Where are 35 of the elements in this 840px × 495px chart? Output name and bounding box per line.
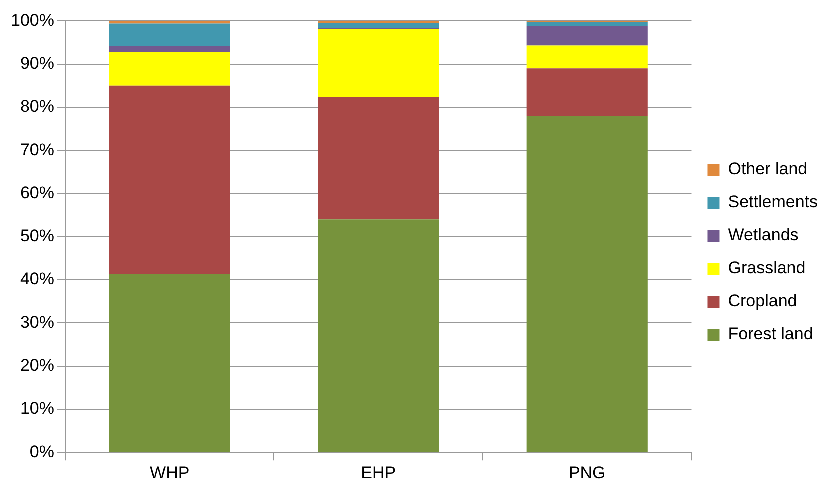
legend-label: Cropland [728,292,798,311]
bar [318,220,440,452]
y-tick-label: 100% [10,10,54,30]
y-tick-label: 40% [20,270,54,289]
bar [109,274,230,452]
bar [526,46,648,69]
bar [526,26,648,46]
bar [526,116,648,452]
x-tick-label: PNG [568,463,606,482]
bar [109,24,230,46]
bar [318,29,440,98]
legend-label: Settlements [728,192,818,212]
bar [109,52,230,86]
bar [109,86,230,274]
y-tick-label: 50% [20,226,54,246]
x-tick-label: EHP [361,463,396,482]
y-tick-label: 70% [20,140,54,160]
y-tick-label: 0% [30,442,54,462]
bar [318,23,440,28]
y-tick-label: 20% [20,356,54,376]
bar [109,21,230,24]
y-tick-label: 30% [20,312,54,332]
y-tick-label: 10% [20,399,54,418]
bar [526,22,648,26]
bar [318,98,440,220]
bar [526,68,648,116]
legend-label: Grassland [728,258,806,278]
bar [109,46,230,52]
y-tick-label: 90% [20,54,54,74]
legend-label: Forest land [728,324,814,344]
x-tick-label: WHP [150,463,190,482]
legend-label: Wetlands [728,226,799,245]
legend-label: Other land [728,160,808,179]
y-tick-label: 80% [20,97,54,116]
y-tick-label: 60% [20,183,54,202]
